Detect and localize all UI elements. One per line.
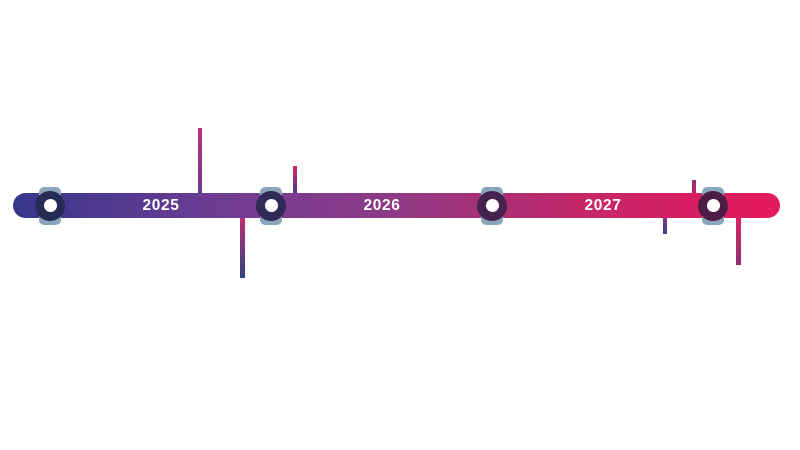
milestone-marker-3 <box>477 186 507 225</box>
marker-dot <box>43 199 57 212</box>
marker-dot <box>706 199 720 212</box>
year-label-2027: 2027 <box>584 197 622 214</box>
timeline-bar <box>13 193 780 218</box>
milestone-marker-1 <box>35 186 65 225</box>
year-label-2026: 2026 <box>363 197 401 214</box>
marker-dot <box>485 199 499 212</box>
marker-dot <box>264 199 278 212</box>
milestone-marker-4 <box>698 186 728 225</box>
milestone-marker-2 <box>256 186 286 225</box>
event-line-down-2 <box>240 218 245 278</box>
event-line-down-4 <box>663 218 667 234</box>
event-line-up-1 <box>198 128 202 193</box>
event-line-up-5 <box>692 180 696 193</box>
year-label-2025: 2025 <box>142 197 180 214</box>
event-line-up-3 <box>293 166 297 193</box>
event-line-down-6 <box>736 218 741 265</box>
